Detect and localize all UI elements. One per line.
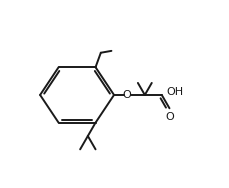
Text: O: O <box>165 112 174 122</box>
Text: O: O <box>122 90 131 100</box>
Text: OH: OH <box>166 87 183 97</box>
